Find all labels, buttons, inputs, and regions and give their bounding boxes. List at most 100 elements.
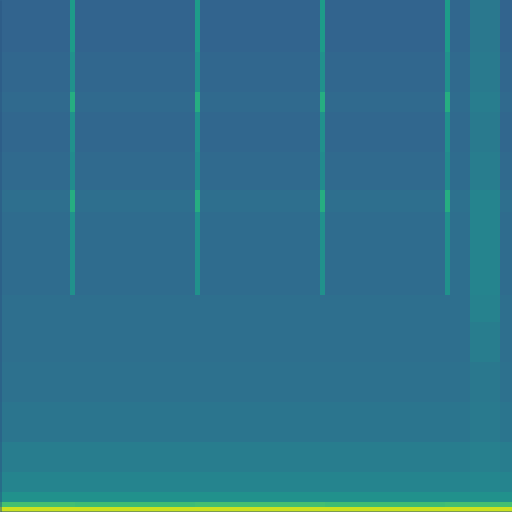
heatmap-cell bbox=[75, 472, 195, 492]
heatmap-cell bbox=[195, 502, 200, 507]
heatmap-cell bbox=[470, 402, 500, 442]
heatmap-cell bbox=[0, 0, 70, 52]
heatmap-cell bbox=[500, 0, 512, 52]
heatmap-cell bbox=[320, 190, 325, 212]
heatmap-cell bbox=[445, 152, 450, 190]
heatmap-cell bbox=[70, 152, 75, 190]
heatmap-cell bbox=[470, 112, 500, 152]
heatmap-cell bbox=[500, 492, 512, 502]
heatmap-cell bbox=[200, 402, 320, 442]
heatmap-cell bbox=[470, 507, 500, 512]
heatmap-cell bbox=[195, 295, 200, 322]
heatmap-cell bbox=[70, 402, 75, 442]
heatmap-cell bbox=[70, 112, 75, 152]
heatmap-cell bbox=[470, 0, 500, 52]
axis-line bbox=[1, 1, 2, 512]
heatmap-cell bbox=[75, 362, 195, 402]
heatmap-cell bbox=[470, 92, 500, 112]
heatmap-cell bbox=[320, 152, 325, 190]
heatmap-cell bbox=[75, 190, 195, 212]
heatmap-cell bbox=[445, 402, 450, 442]
heatmap-cell bbox=[470, 152, 500, 190]
heatmap-cell bbox=[500, 212, 512, 295]
heatmap-cell bbox=[325, 402, 445, 442]
heatmap-cell bbox=[75, 492, 195, 502]
heatmap-cell bbox=[325, 502, 445, 507]
heatmap-cell bbox=[500, 92, 512, 112]
heatmap-cell bbox=[500, 507, 512, 512]
heatmap-cell bbox=[75, 502, 195, 507]
heatmap-cell bbox=[320, 402, 325, 442]
heatmap-cell bbox=[325, 190, 445, 212]
heatmap-cell bbox=[75, 442, 195, 472]
heatmap-cell bbox=[450, 507, 470, 512]
heatmap-cell bbox=[500, 442, 512, 472]
heatmap-cell bbox=[75, 152, 195, 190]
heatmap-cell bbox=[445, 442, 450, 472]
heatmap-cell bbox=[450, 190, 470, 212]
heatmap-cell bbox=[70, 362, 75, 402]
heatmap-cell bbox=[0, 492, 70, 502]
heatmap-cell bbox=[200, 52, 320, 92]
heatmap-cell bbox=[0, 502, 70, 507]
heatmap-cell bbox=[470, 190, 500, 212]
heatmap-cell bbox=[325, 507, 445, 512]
heatmap-cell bbox=[450, 402, 470, 442]
heatmap-cell bbox=[200, 507, 320, 512]
heatmap-cell bbox=[195, 442, 200, 472]
heatmap-cell bbox=[450, 442, 470, 472]
cells bbox=[0, 0, 512, 512]
heatmap-cell bbox=[0, 507, 70, 512]
heatmap-cell bbox=[0, 402, 70, 442]
heatmap-cell bbox=[325, 92, 445, 112]
heatmap-cell bbox=[200, 295, 320, 322]
heatmap-cell bbox=[500, 190, 512, 212]
heatmap-cell bbox=[320, 362, 325, 402]
heatmap-cell bbox=[195, 472, 200, 492]
heatmap-cell bbox=[500, 152, 512, 190]
heatmap-cell bbox=[200, 502, 320, 507]
heatmap-cell bbox=[195, 0, 200, 52]
heatmap-cell bbox=[70, 295, 75, 322]
heatmap-cell bbox=[325, 322, 445, 362]
heatmap-cell bbox=[500, 362, 512, 402]
heatmap-cell bbox=[500, 472, 512, 492]
heatmap-cell bbox=[320, 322, 325, 362]
heatmap-cell bbox=[320, 112, 325, 152]
heatmap-cell bbox=[450, 502, 470, 507]
heatmap-cell bbox=[70, 492, 75, 502]
heatmap-cell bbox=[445, 295, 450, 322]
heatmap-cell bbox=[70, 0, 75, 52]
heatmap-cell bbox=[470, 212, 500, 295]
heatmap-cell bbox=[325, 472, 445, 492]
heatmap-cell bbox=[200, 112, 320, 152]
heatmap-cell bbox=[450, 112, 470, 152]
heatmap-cell bbox=[70, 212, 75, 295]
heatmap-cell bbox=[325, 0, 445, 52]
heatmap-cell bbox=[450, 0, 470, 52]
heatmap-cell bbox=[200, 190, 320, 212]
heatmap-cell bbox=[320, 502, 325, 507]
heatmap-cell bbox=[320, 507, 325, 512]
heatmap-cell bbox=[70, 190, 75, 212]
heatmap-cell bbox=[325, 52, 445, 92]
heatmap-cell bbox=[0, 92, 70, 112]
heatmap-cell bbox=[450, 295, 470, 322]
heatmap-cell bbox=[325, 112, 445, 152]
heatmap-cell bbox=[195, 112, 200, 152]
heatmap-cell bbox=[450, 322, 470, 362]
heatmap-cell bbox=[325, 442, 445, 472]
heatmap-cell bbox=[445, 190, 450, 212]
heatmap-cell bbox=[320, 442, 325, 472]
heatmap-cell bbox=[450, 212, 470, 295]
heatmap-cell bbox=[195, 402, 200, 442]
heatmap-cell bbox=[75, 212, 195, 295]
heatmap-cell bbox=[195, 52, 200, 92]
heatmap-cell bbox=[445, 52, 450, 92]
heatmap-cell bbox=[195, 362, 200, 402]
heatmap-cell bbox=[0, 442, 70, 472]
heatmap-cell bbox=[325, 295, 445, 322]
heatmap-cell bbox=[500, 402, 512, 442]
heatmap-cell bbox=[320, 0, 325, 52]
y-axis bbox=[1, 1, 2, 512]
